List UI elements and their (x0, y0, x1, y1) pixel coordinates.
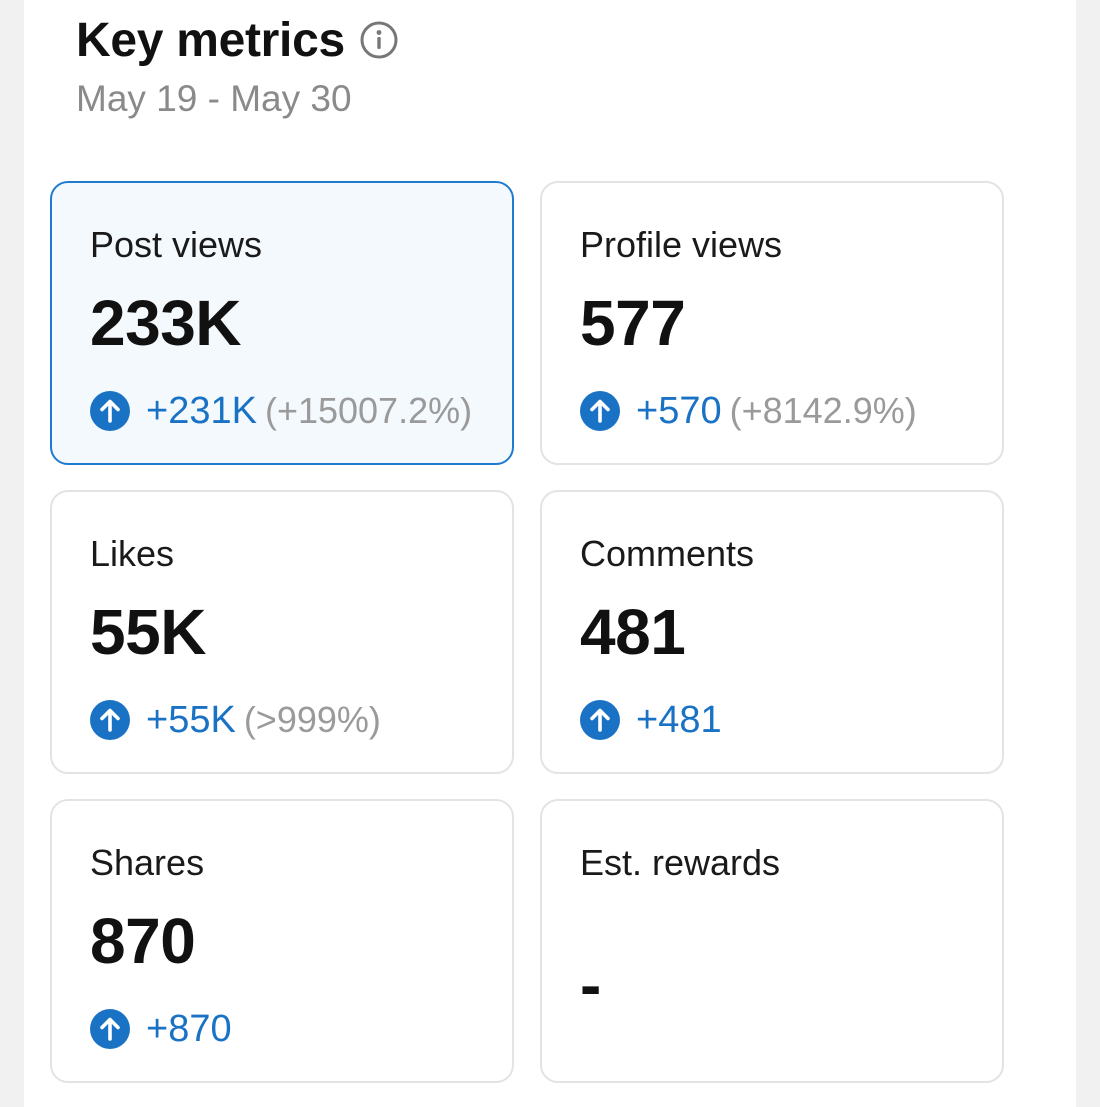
metric-label: Profile views (580, 224, 783, 265)
metric-value: 55K (90, 596, 206, 668)
arrow-up-circle-icon (90, 700, 130, 740)
metric-card-comments[interactable]: Comments 481 +481 (540, 490, 1004, 774)
metric-change: +870 (90, 1007, 512, 1051)
metric-value: 870 (90, 905, 196, 977)
arrow-up-circle-icon (580, 700, 620, 740)
info-icon[interactable] (359, 20, 399, 60)
metric-delta: +481 (636, 698, 722, 741)
metric-label: Comments (580, 533, 755, 574)
metric-delta: +570 (636, 389, 722, 432)
title-row: Key metrics (76, 12, 399, 68)
metric-card-likes[interactable]: Likes 55K +55K (>999%) (50, 490, 514, 774)
date-range: May 19 - May 30 (76, 78, 352, 119)
arrow-up-circle-icon (580, 391, 620, 431)
arrow-up-circle-icon (90, 391, 130, 431)
metric-delta: +231K (146, 389, 257, 432)
metric-change: +55K (>999%) (90, 698, 512, 742)
metric-value: 481 (580, 596, 686, 668)
metric-card-shares[interactable]: Shares 870 +870 (50, 799, 514, 1083)
arrow-up-circle-icon (90, 1009, 130, 1049)
metric-card-profile-views[interactable]: Profile views 577 +570 (+8142.9%) (540, 181, 1004, 465)
metric-label: Est. rewards (580, 842, 781, 883)
metric-percent: (>999%) (243, 699, 381, 740)
metric-label: Shares (90, 842, 205, 883)
metric-value: 233K (90, 287, 242, 359)
metric-percent: (+15007.2%) (264, 390, 473, 431)
metric-value: - (580, 949, 601, 1021)
metric-change: +231K (+15007.2%) (90, 389, 512, 433)
key-metrics-header: Key metrics May 19 - May 30 (76, 12, 399, 120)
metric-percent: (+8142.9%) (729, 390, 917, 431)
page-title: Key metrics (76, 13, 345, 67)
metric-label: Post views (90, 224, 263, 265)
metrics-grid: Post views 233K +231K (+15007.2%) Profil… (50, 181, 1004, 1083)
metric-delta: +55K (146, 698, 236, 741)
metric-card-post-views[interactable]: Post views 233K +231K (+15007.2%) (50, 181, 514, 465)
metric-card-est-rewards[interactable]: Est. rewards - (540, 799, 1004, 1083)
metric-label: Likes (90, 533, 175, 574)
metric-change: +570 (+8142.9%) (580, 389, 1002, 433)
metric-change: +481 (580, 698, 1002, 742)
metric-value: 577 (580, 287, 686, 359)
metric-delta: +870 (146, 1007, 232, 1050)
